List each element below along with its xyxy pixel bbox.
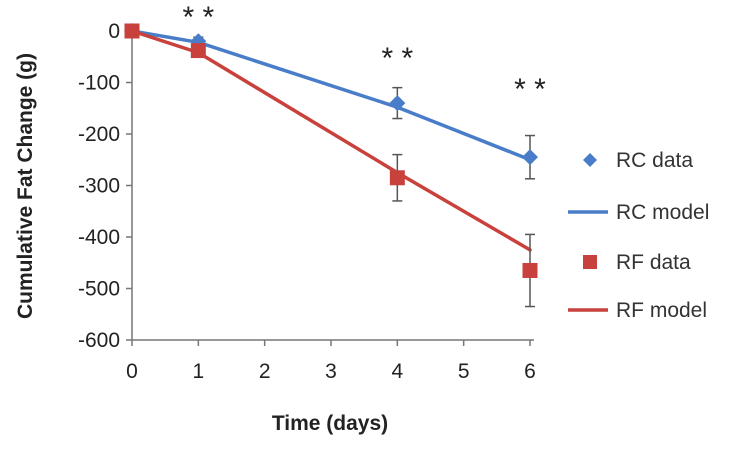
legend-rc-data-label: RC data <box>616 149 693 172</box>
legend-rf-data-label: RF data <box>616 251 691 274</box>
significance-marker: * * <box>182 1 214 34</box>
rf-data-point <box>124 23 140 39</box>
x-tick-label: 5 <box>458 360 470 383</box>
rf-data-point <box>389 170 405 186</box>
y-tick-label: -500 <box>78 278 120 301</box>
rf-data-point <box>190 43 206 59</box>
legend: RC data RC model RF data RF model <box>568 149 709 322</box>
x-tick-labels: 0 1 2 3 4 5 6 <box>126 360 536 383</box>
series-lines <box>130 29 532 252</box>
legend-rf-data-swatch <box>583 255 597 269</box>
error-bars <box>193 36 535 308</box>
x-tick-label: 6 <box>524 360 536 383</box>
y-tick-label: 0 <box>108 20 120 43</box>
x-tick-label: 3 <box>325 360 337 383</box>
rf-model-line <box>130 29 532 252</box>
y-tick-labels: 0 -100 -200 -300 -400 -500 -600 <box>78 20 120 352</box>
y-axis-title: Cumulative Fat Change (g) <box>14 53 37 319</box>
legend-rc-data-swatch <box>583 153 597 167</box>
y-tick-label: -400 <box>78 226 120 249</box>
y-tick-label: -300 <box>78 175 120 198</box>
y-tick-label: -100 <box>78 72 120 95</box>
significance-marker: * * <box>514 73 546 106</box>
x-axis-title: Time (days) <box>272 412 388 435</box>
significance-marker: * * <box>381 42 413 75</box>
x-tick-label: 2 <box>259 360 271 383</box>
rc-data-point <box>522 149 538 166</box>
legend-rc-model-label: RC model <box>616 201 709 224</box>
y-tick-label: -200 <box>78 123 120 146</box>
y-tick-label: -600 <box>78 329 120 352</box>
rc-model-line <box>130 29 532 162</box>
significance-annotations: * * * * * * <box>182 1 546 106</box>
x-tick-label: 1 <box>192 360 204 383</box>
x-tick-label: 0 <box>126 360 138 383</box>
axes <box>126 27 534 346</box>
legend-rf-model-label: RF model <box>616 299 707 322</box>
x-tick-label: 4 <box>391 360 403 383</box>
rf-data-point <box>522 262 538 278</box>
data-markers <box>124 23 538 278</box>
rc-data-point <box>389 95 406 112</box>
